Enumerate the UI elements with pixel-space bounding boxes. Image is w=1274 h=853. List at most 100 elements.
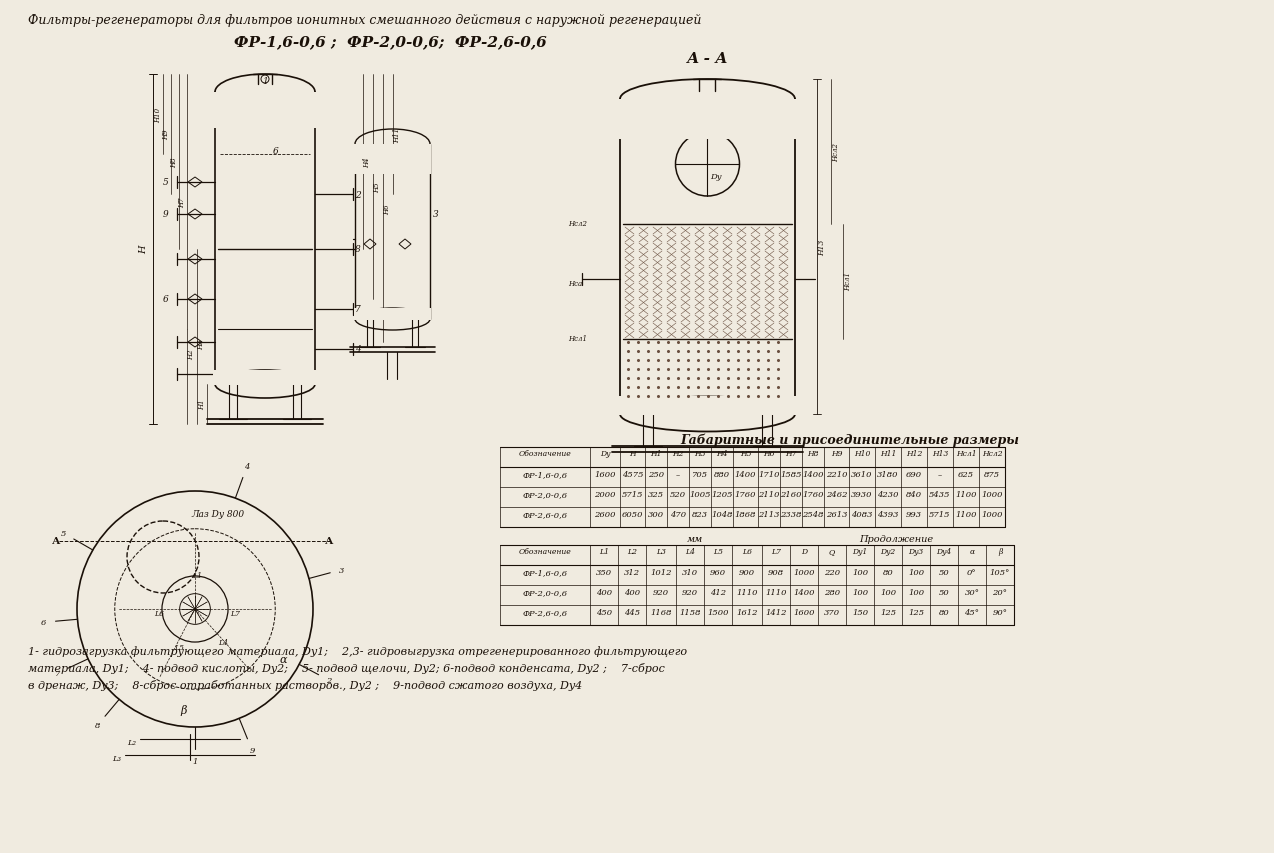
- Text: H2: H2: [187, 349, 195, 360]
- Text: 30°: 30°: [964, 589, 980, 596]
- Text: 4: 4: [355, 345, 361, 354]
- Text: 1000: 1000: [981, 490, 1003, 498]
- Text: L4: L4: [685, 548, 696, 555]
- Text: L1: L1: [192, 571, 203, 579]
- Text: Лаз Dy 800: Лаз Dy 800: [191, 509, 245, 519]
- Text: 0°: 0°: [967, 568, 977, 577]
- Text: 1: 1: [262, 77, 268, 86]
- Text: 450: 450: [596, 608, 612, 616]
- Text: 2110: 2110: [758, 490, 780, 498]
- Text: 1612: 1612: [736, 608, 758, 616]
- Text: 625: 625: [958, 471, 975, 479]
- Text: H11: H11: [880, 450, 896, 457]
- Text: L5: L5: [175, 643, 185, 652]
- Text: H5: H5: [373, 183, 381, 193]
- Text: Hсл1: Hсл1: [956, 450, 976, 457]
- Text: –: –: [676, 471, 680, 479]
- Text: α: α: [970, 548, 975, 555]
- Text: Нса: Нса: [568, 280, 582, 287]
- Text: 993: 993: [906, 510, 922, 519]
- Text: 4575: 4575: [622, 471, 643, 479]
- Text: Dy3: Dy3: [908, 548, 924, 555]
- Text: 445: 445: [624, 608, 640, 616]
- Text: 125: 125: [908, 608, 924, 616]
- Text: 880: 880: [713, 471, 730, 479]
- Text: 4083: 4083: [851, 510, 873, 519]
- Text: 4393: 4393: [878, 510, 898, 519]
- Text: 9: 9: [250, 746, 255, 754]
- Text: H: H: [629, 450, 636, 457]
- Text: H4: H4: [716, 450, 727, 457]
- Text: 1100: 1100: [956, 490, 977, 498]
- Text: Обозначение: Обозначение: [519, 450, 571, 457]
- Text: 2338: 2338: [780, 510, 801, 519]
- Text: 2000: 2000: [594, 490, 615, 498]
- Text: L1: L1: [599, 548, 609, 555]
- Text: А: А: [52, 537, 60, 545]
- Text: 2210: 2210: [826, 471, 847, 479]
- Text: α: α: [280, 654, 288, 664]
- Text: 370: 370: [824, 608, 840, 616]
- Text: 100: 100: [852, 568, 868, 577]
- Text: 1- гидрозагрузка фильтрующего материала, Dy1;    2,3- гидровыгрузка отрегенериро: 1- гидрозагрузка фильтрующего материала,…: [28, 645, 687, 656]
- Text: 6: 6: [41, 618, 46, 626]
- Text: 920: 920: [654, 589, 669, 596]
- Text: 2113: 2113: [758, 510, 780, 519]
- Text: H3: H3: [197, 339, 205, 350]
- Text: 4230: 4230: [878, 490, 898, 498]
- Text: 1100: 1100: [956, 510, 977, 519]
- Text: 1110: 1110: [736, 589, 758, 596]
- Text: 90°: 90°: [992, 608, 1008, 616]
- Text: 908: 908: [768, 568, 784, 577]
- Text: H9: H9: [831, 450, 842, 457]
- Text: H7: H7: [178, 197, 186, 208]
- Text: Фильтры-регенераторы для фильтров ионитных смешанного действия с наружной регене: Фильтры-регенераторы для фильтров ионитн…: [28, 14, 702, 27]
- Text: H6: H6: [763, 450, 775, 457]
- Text: ФР-2,6-0,6: ФР-2,6-0,6: [522, 608, 567, 616]
- Text: 1110: 1110: [766, 589, 787, 596]
- Text: 2462: 2462: [826, 490, 847, 498]
- Text: H2: H2: [673, 450, 684, 457]
- Text: D: D: [801, 548, 806, 555]
- Text: 690: 690: [906, 471, 922, 479]
- Text: 1585: 1585: [780, 471, 801, 479]
- Text: L2: L2: [627, 548, 637, 555]
- Polygon shape: [354, 309, 431, 321]
- Text: Hсл1: Hсл1: [843, 272, 852, 291]
- Text: 5: 5: [61, 530, 66, 537]
- Text: H1: H1: [197, 399, 206, 409]
- Text: Dy2: Dy2: [880, 548, 896, 555]
- Text: L7: L7: [771, 548, 781, 555]
- Text: 100: 100: [852, 589, 868, 596]
- Text: 310: 310: [682, 568, 698, 577]
- Text: ФР-2,0-0,6: ФР-2,0-0,6: [522, 589, 567, 596]
- Text: H10: H10: [854, 450, 870, 457]
- Text: β: β: [998, 548, 1003, 555]
- Text: 1600: 1600: [794, 608, 815, 616]
- Text: H13: H13: [818, 239, 826, 255]
- Text: 400: 400: [596, 589, 612, 596]
- Text: Обозначение: Обозначение: [519, 548, 571, 555]
- Text: 3: 3: [339, 566, 344, 574]
- Polygon shape: [213, 93, 317, 129]
- Text: L6: L6: [154, 609, 163, 618]
- Text: L₃: L₃: [112, 754, 121, 762]
- Text: 1: 1: [192, 757, 197, 765]
- Text: L7: L7: [231, 609, 241, 618]
- Text: 1158: 1158: [679, 608, 701, 616]
- Text: 2613: 2613: [826, 510, 847, 519]
- Text: 5: 5: [163, 177, 168, 187]
- Text: Габаритные и присоединительные размеры: Габаритные и присоединительные размеры: [680, 433, 1019, 447]
- Text: 2: 2: [326, 676, 333, 685]
- Text: 1000: 1000: [981, 510, 1003, 519]
- Text: Hсл2: Hсл2: [982, 450, 1003, 457]
- Text: Hсл1: Hсл1: [568, 334, 587, 343]
- Text: 1205: 1205: [711, 490, 733, 498]
- Text: H10: H10: [154, 107, 162, 123]
- Text: 3610: 3610: [851, 471, 873, 479]
- Text: 125: 125: [880, 608, 896, 616]
- Text: 100: 100: [880, 589, 896, 596]
- Text: H4: H4: [363, 158, 371, 168]
- Text: ФР-2,0-0,6: ФР-2,0-0,6: [522, 490, 567, 498]
- Text: 1168: 1168: [650, 608, 671, 616]
